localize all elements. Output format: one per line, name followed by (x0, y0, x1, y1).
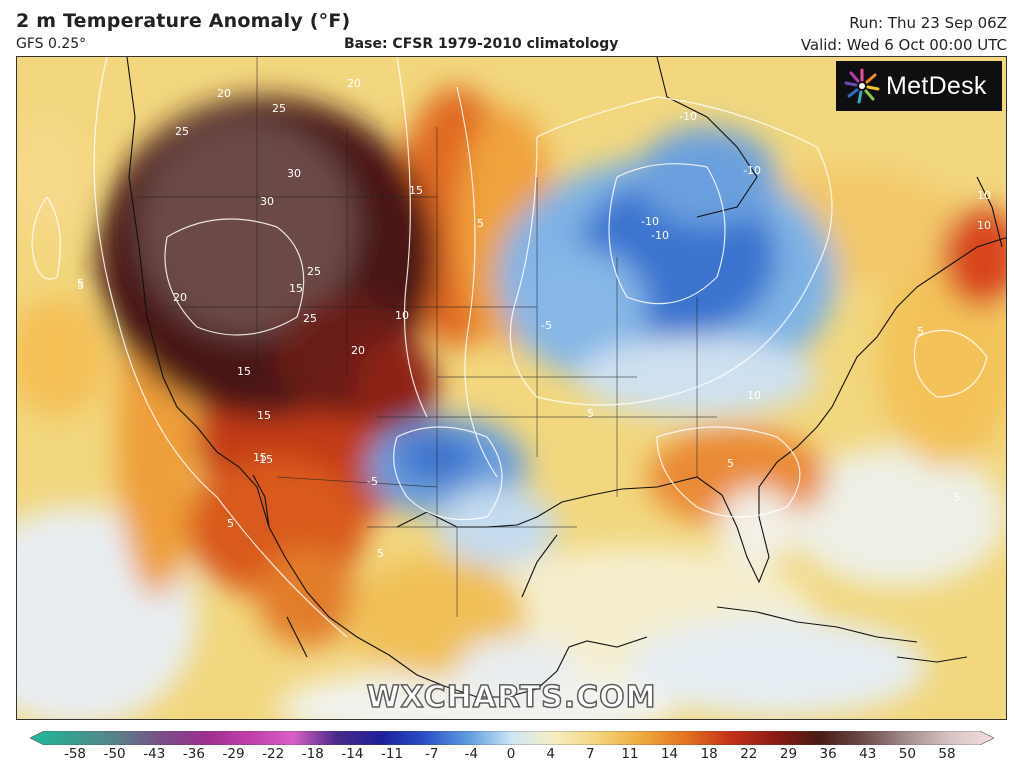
contour-label: 15 (259, 453, 273, 466)
temperature-anomaly-map[interactable]: 20 25 20 25 30 30 25 20 15 15 25 20 15 1… (16, 56, 1007, 720)
contour-label: 25 (175, 125, 189, 138)
color-scale-tick-label: 14 (660, 746, 679, 762)
color-scale-tick-label: -4 (464, 746, 479, 762)
color-scale-tick-label: -22 (262, 746, 285, 762)
contour-label: 30 (287, 167, 301, 180)
color-scale-tick-label: -14 (341, 746, 364, 762)
contour-label: 5 (477, 217, 484, 230)
contour-label: 5 (727, 457, 734, 470)
contour-label: 20 (173, 291, 187, 304)
color-scale-tick-label: 50 (898, 746, 916, 762)
color-scale-tick-label: 36 (819, 746, 837, 762)
color-scale-tick-label: -18 (301, 746, 324, 762)
contour-label: 25 (303, 312, 317, 325)
color-scale-tick-label: 18 (700, 746, 718, 762)
contour-label: 10 (747, 389, 761, 402)
contour-label: 15 (237, 365, 251, 378)
color-scale-tick-label: 7 (585, 746, 595, 762)
contour-label: -10 (679, 110, 697, 123)
contour-label: 10 (977, 189, 991, 202)
metdesk-burst-icon (844, 68, 880, 104)
color-scale-tick-label: 22 (740, 746, 758, 762)
contour-label: 5 (587, 407, 594, 420)
contour-label: 30 (260, 195, 274, 208)
valid-time-label: Valid: Wed 6 Oct 00:00 UTC (800, 36, 1007, 54)
contour-label: 20 (351, 344, 365, 357)
contour-label: 5 (917, 325, 924, 338)
contour-label: 20 (217, 87, 231, 100)
color-scale-tick-label: -58 (63, 746, 87, 762)
coastlines (126, 57, 1006, 698)
map-canvas: 20 25 20 25 30 30 25 20 15 15 25 20 15 1… (17, 57, 1006, 719)
contour-label: -10 (743, 164, 761, 177)
contour-label: 5 (77, 279, 84, 292)
political-borders (137, 57, 717, 617)
run-time-label: Run: Thu 23 Sep 06Z (849, 14, 1007, 32)
contour-label-group: 20 25 20 25 30 30 25 20 15 15 25 20 15 1… (77, 77, 991, 560)
contour-label: 15 (257, 409, 271, 422)
contour-label: 15 (289, 282, 303, 295)
color-scale-tick-label: 4 (546, 746, 555, 762)
color-scale-tick-label: 0 (506, 746, 516, 762)
color-scale-tick-label: -43 (143, 746, 166, 762)
model-label: GFS 0.25° (16, 36, 87, 52)
contour-lines (31, 57, 988, 638)
color-scale-tick-label: -11 (381, 746, 404, 762)
contour-label: 5 (377, 547, 384, 560)
color-scale-bar (30, 731, 994, 745)
base-climatology-label: Base: CFSR 1979-2010 climatology (344, 36, 619, 52)
logo-text: MetDesk (886, 71, 987, 100)
color-scale-tick-label: 58 (938, 746, 956, 762)
contour-label: -10 (651, 229, 669, 242)
color-scale-tick-label: -29 (222, 746, 245, 762)
contour-label: 5 (227, 517, 234, 530)
contour-label: 15 (409, 184, 423, 197)
contour-label: 25 (307, 265, 321, 278)
contour-label: 5 (77, 277, 84, 290)
contour-label: -5 (541, 319, 552, 332)
contour-label: 10 (395, 309, 409, 322)
color-scale-ticks: -58 -50 -43 -36 -29 -22 -18 -14 -11 -7 -4 0 4 7 11 14 18… (0, 746, 1024, 770)
metdesk-logo: MetDesk (836, 61, 1002, 111)
chart-title: 2 m Temperature Anomaly (°F) (16, 10, 351, 32)
contour-label: 10 (977, 219, 991, 232)
contour-label: 25 (272, 102, 286, 115)
color-scale-tick-label: -36 (182, 746, 205, 762)
color-scale-tick-label: 43 (859, 746, 877, 762)
contour-label: 20 (347, 77, 361, 90)
wxcharts-watermark: WXCHARTS.COM (366, 679, 657, 716)
anomaly-field (17, 87, 1006, 719)
color-scale-tick-label: 29 (779, 746, 798, 762)
contour-label: 15 (253, 451, 267, 464)
color-scale-tick-label: 11 (621, 746, 639, 762)
contour-label: 5 (953, 491, 960, 504)
color-scale-tick-label: -50 (103, 746, 126, 762)
contour-label: -5 (367, 475, 378, 488)
contour-label: -10 (641, 215, 659, 228)
color-scale-tick-label: -7 (424, 746, 439, 762)
